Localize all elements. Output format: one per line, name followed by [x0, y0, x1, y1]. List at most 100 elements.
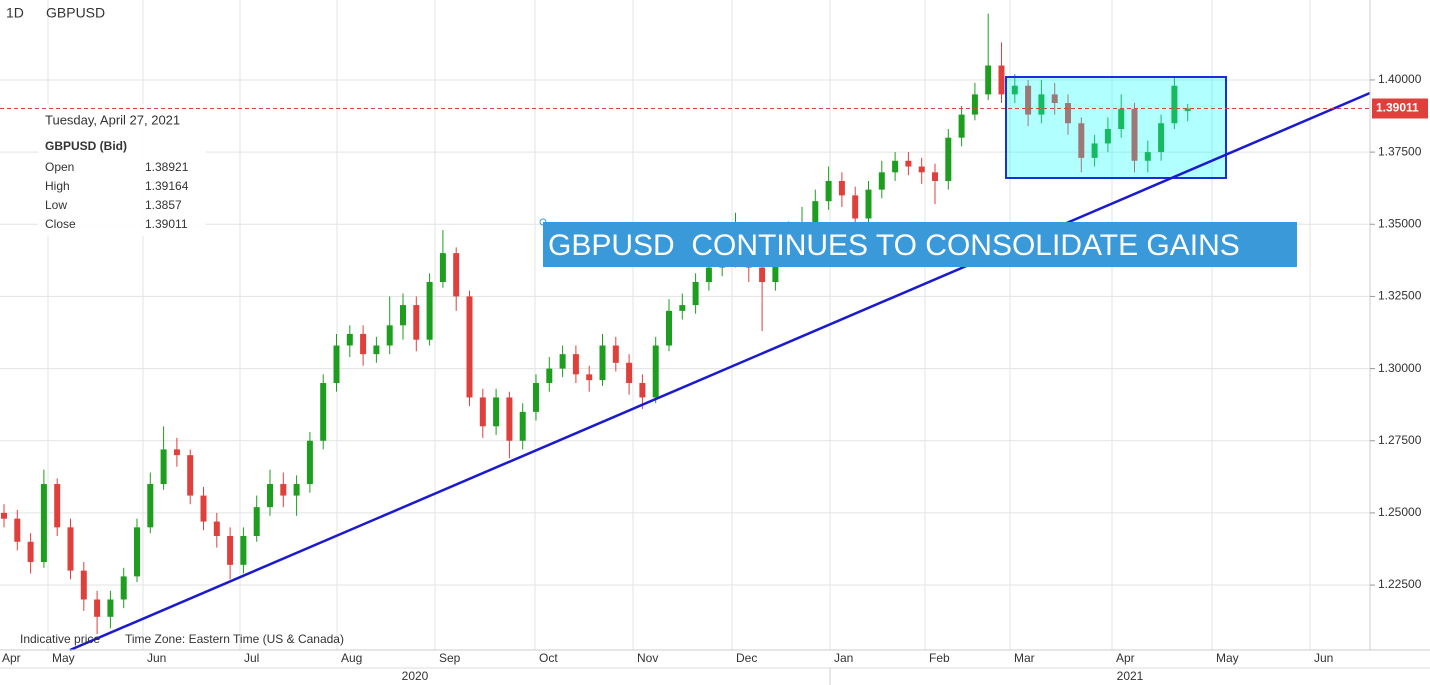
- candle-body: [1131, 108, 1138, 161]
- candle-body: [54, 484, 61, 528]
- candle-body: [666, 310, 672, 346]
- info-title: GBPUSD (Bid): [45, 139, 127, 153]
- footer-timezone: Time Zone: Eastern Time (US & Canada): [125, 632, 344, 646]
- candle-body: [27, 541, 34, 562]
- candle-body: [267, 484, 273, 508]
- candle-body: [838, 180, 845, 196]
- candle-body: [918, 166, 925, 173]
- candle-body: [705, 267, 712, 282]
- annotation-anchor: [539, 218, 547, 226]
- candle-body: [293, 484, 300, 496]
- candle-body: [533, 383, 539, 412]
- x-tick-label: Dec: [736, 651, 757, 665]
- y-tick-label: 1.37500: [1378, 144, 1422, 158]
- candle-body: [306, 440, 313, 485]
- candle-body: [572, 354, 579, 375]
- candle-body: [559, 354, 566, 369]
- candle-body: [200, 495, 207, 522]
- year-label: 2021: [1117, 669, 1144, 683]
- candle-body: [519, 411, 526, 441]
- candle-body: [865, 189, 872, 219]
- info-label: Open: [45, 160, 74, 174]
- candle-body: [400, 305, 406, 326]
- candle-body: [426, 281, 433, 340]
- y-tick-label: 1.40000: [1378, 72, 1422, 86]
- candle-body: [1025, 85, 1032, 115]
- candle-body: [1158, 123, 1165, 153]
- candle-body: [546, 368, 553, 384]
- candle-body: [639, 383, 646, 398]
- candle-body: [1038, 94, 1045, 115]
- info-label: Close: [45, 217, 76, 231]
- candle-body: [759, 267, 766, 282]
- x-tick-label: Mar: [1014, 651, 1035, 665]
- x-tick-label: Sep: [439, 651, 461, 665]
- candle-body: [134, 527, 140, 577]
- y-axis-bg: [1370, 0, 1430, 650]
- x-tick-label: Jun: [1314, 651, 1333, 665]
- last-price-label: 1.39011: [1376, 101, 1419, 115]
- candle-body: [958, 114, 965, 138]
- x-tick-label: Jan: [834, 651, 853, 665]
- candle-body: [1144, 152, 1151, 161]
- candle-body: [1184, 108, 1191, 112]
- candle-body: [320, 383, 327, 441]
- candle-body: [812, 201, 819, 225]
- candle-body: [772, 253, 779, 282]
- info-date: Tuesday, April 27, 2021: [45, 112, 180, 127]
- candle-body: [971, 94, 978, 115]
- annotation: GBPUSD CONTINUES TO CONSOLIDATE GAINS: [548, 229, 1240, 262]
- candle-body: [240, 535, 247, 565]
- info-value: 1.39011: [145, 217, 188, 231]
- x-tick-label: Jul: [244, 651, 259, 665]
- candle-body: [905, 160, 912, 167]
- annotation-box: [543, 222, 1297, 267]
- candle-body: [94, 599, 101, 617]
- candle-body: [945, 137, 952, 181]
- y-tick-label: 1.22500: [1378, 577, 1422, 591]
- candle-body: [147, 484, 154, 528]
- candle-body: [333, 345, 340, 384]
- trend-line: [69, 91, 1371, 652]
- candle-body: [413, 305, 420, 340]
- x-tick-label: Aug: [341, 651, 362, 665]
- symbol: GBPUSD: [46, 5, 105, 21]
- candle-body: [1118, 108, 1125, 130]
- y-tick-label: 1.30000: [1378, 361, 1422, 375]
- candle-body: [506, 397, 513, 441]
- candle-body: [932, 172, 938, 181]
- candle-body: [1051, 94, 1058, 104]
- candle-body: [227, 535, 234, 565]
- candle-body: [599, 345, 606, 381]
- info-value: 1.39164: [145, 179, 189, 193]
- candle-body: [479, 397, 486, 427]
- candle-body: [14, 518, 21, 542]
- candle-body: [493, 397, 500, 427]
- x-tick-label: Feb: [929, 651, 950, 665]
- candle-body: [878, 172, 885, 190]
- info-value: 1.38921: [145, 160, 189, 174]
- candle-body: [439, 253, 446, 282]
- candle-body: [120, 576, 127, 600]
- candle-body: [1091, 143, 1098, 158]
- candle-body: [453, 253, 460, 297]
- candle-body: [213, 521, 220, 536]
- footer-note: Indicative price: [20, 632, 100, 646]
- candle-body: [1104, 129, 1111, 144]
- y-tick-label: 1.25000: [1378, 505, 1422, 519]
- info-value: 1.3857: [145, 198, 182, 212]
- candle-body: [346, 333, 353, 346]
- x-tick-label: Oct: [539, 651, 558, 665]
- candle-body: [985, 65, 992, 95]
- candle-body: [612, 345, 619, 363]
- candle-body: [1078, 123, 1085, 158]
- candle-body: [1171, 85, 1178, 124]
- info-label: Low: [45, 198, 67, 212]
- candle-body: [892, 160, 899, 173]
- candle-body: [626, 362, 633, 384]
- y-tick-label: 1.27500: [1378, 433, 1422, 447]
- y-tick-label: 1.32500: [1378, 289, 1422, 303]
- candle-body: [160, 449, 167, 485]
- candle-body: [1, 512, 7, 519]
